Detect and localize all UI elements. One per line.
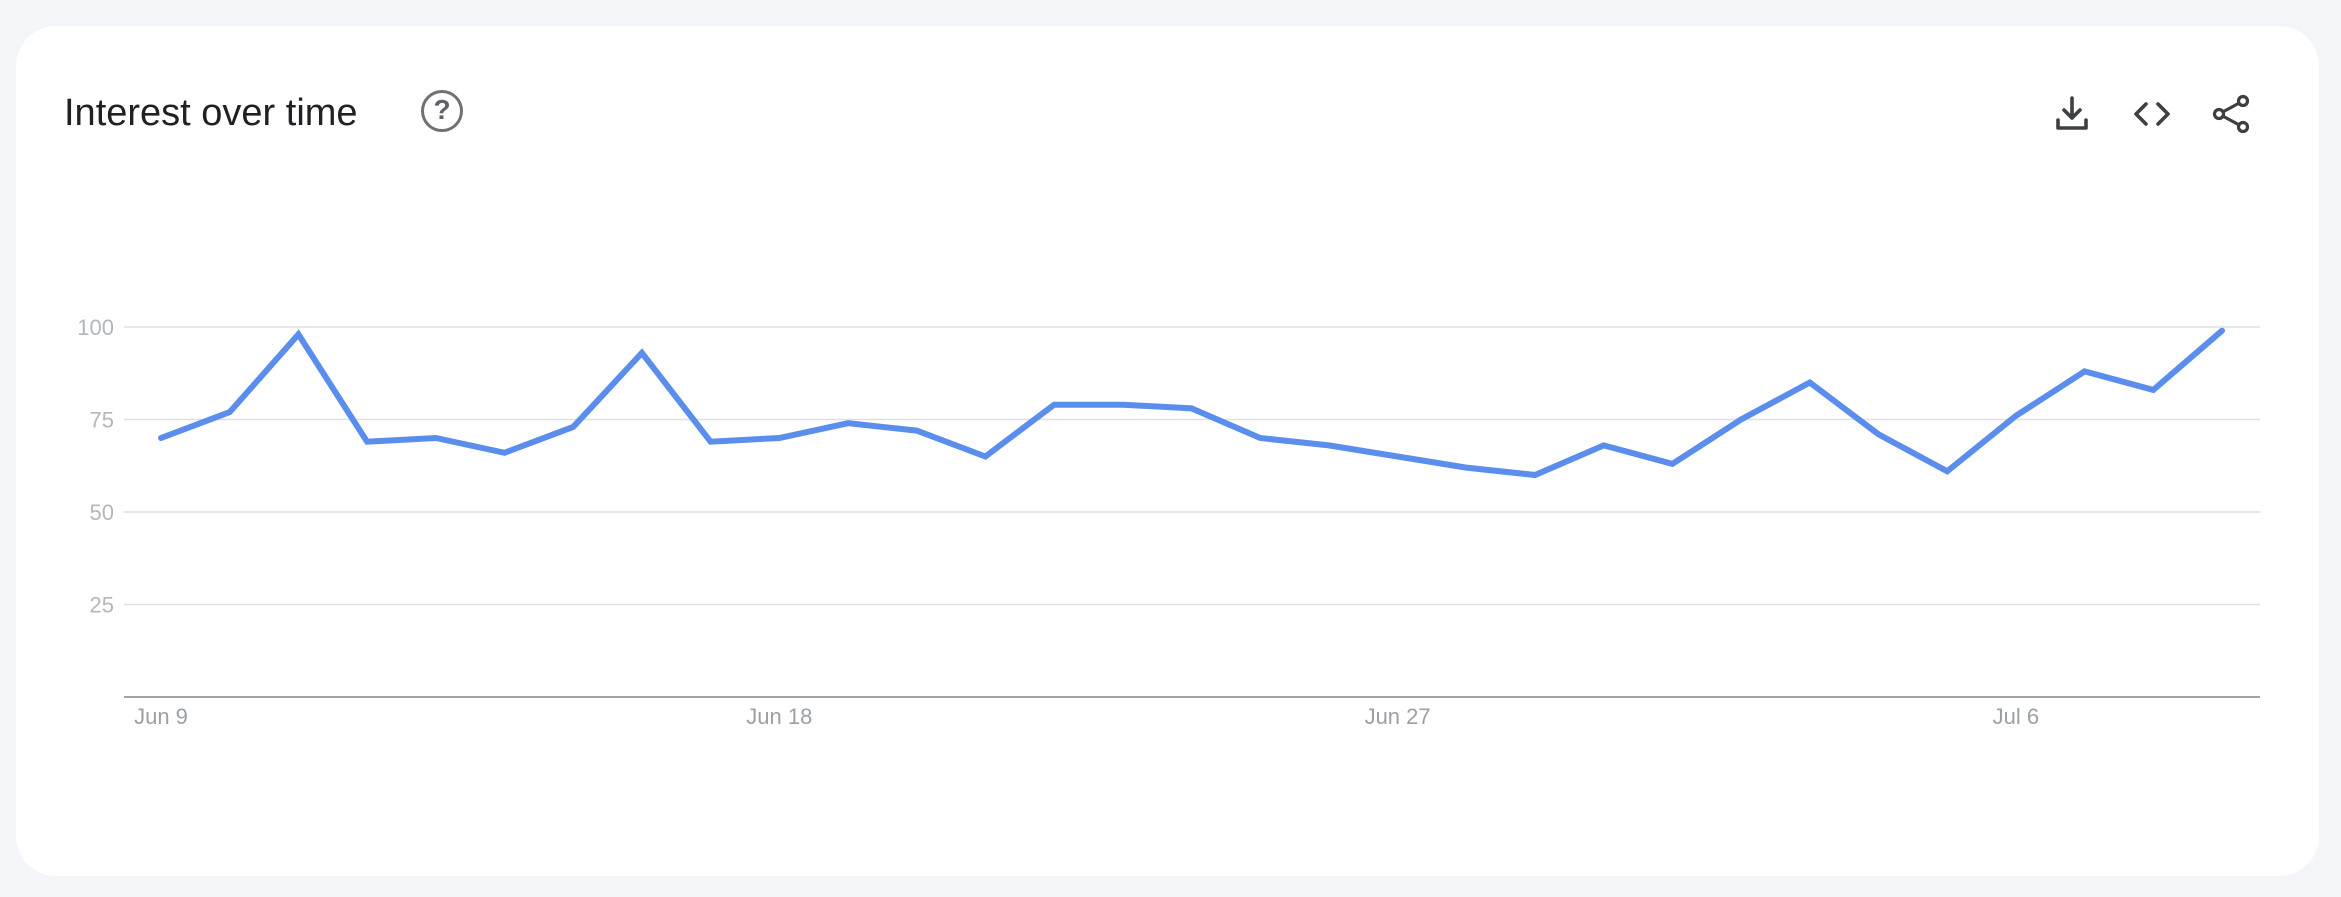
share-icon[interactable] (2208, 90, 2256, 138)
y-tick-label: 25 (90, 593, 114, 618)
help-circle-icon[interactable]: ? (421, 90, 463, 132)
y-tick-label: 75 (90, 408, 114, 433)
y-tick-label: 100 (77, 315, 114, 340)
y-tick-label: 50 (90, 500, 114, 525)
x-tick-label: Jul 6 (1993, 704, 2039, 729)
embed-code-icon[interactable] (2128, 90, 2176, 138)
interest-over-time-card (16, 26, 2319, 876)
series-line (158, 327, 2225, 479)
x-tick-label: Jun 9 (134, 704, 188, 729)
chart-title: Interest over time (64, 92, 358, 134)
x-tick-label: Jun 18 (746, 704, 812, 729)
download-icon[interactable] (2048, 90, 2096, 138)
x-tick-label: Jun 27 (1365, 704, 1431, 729)
